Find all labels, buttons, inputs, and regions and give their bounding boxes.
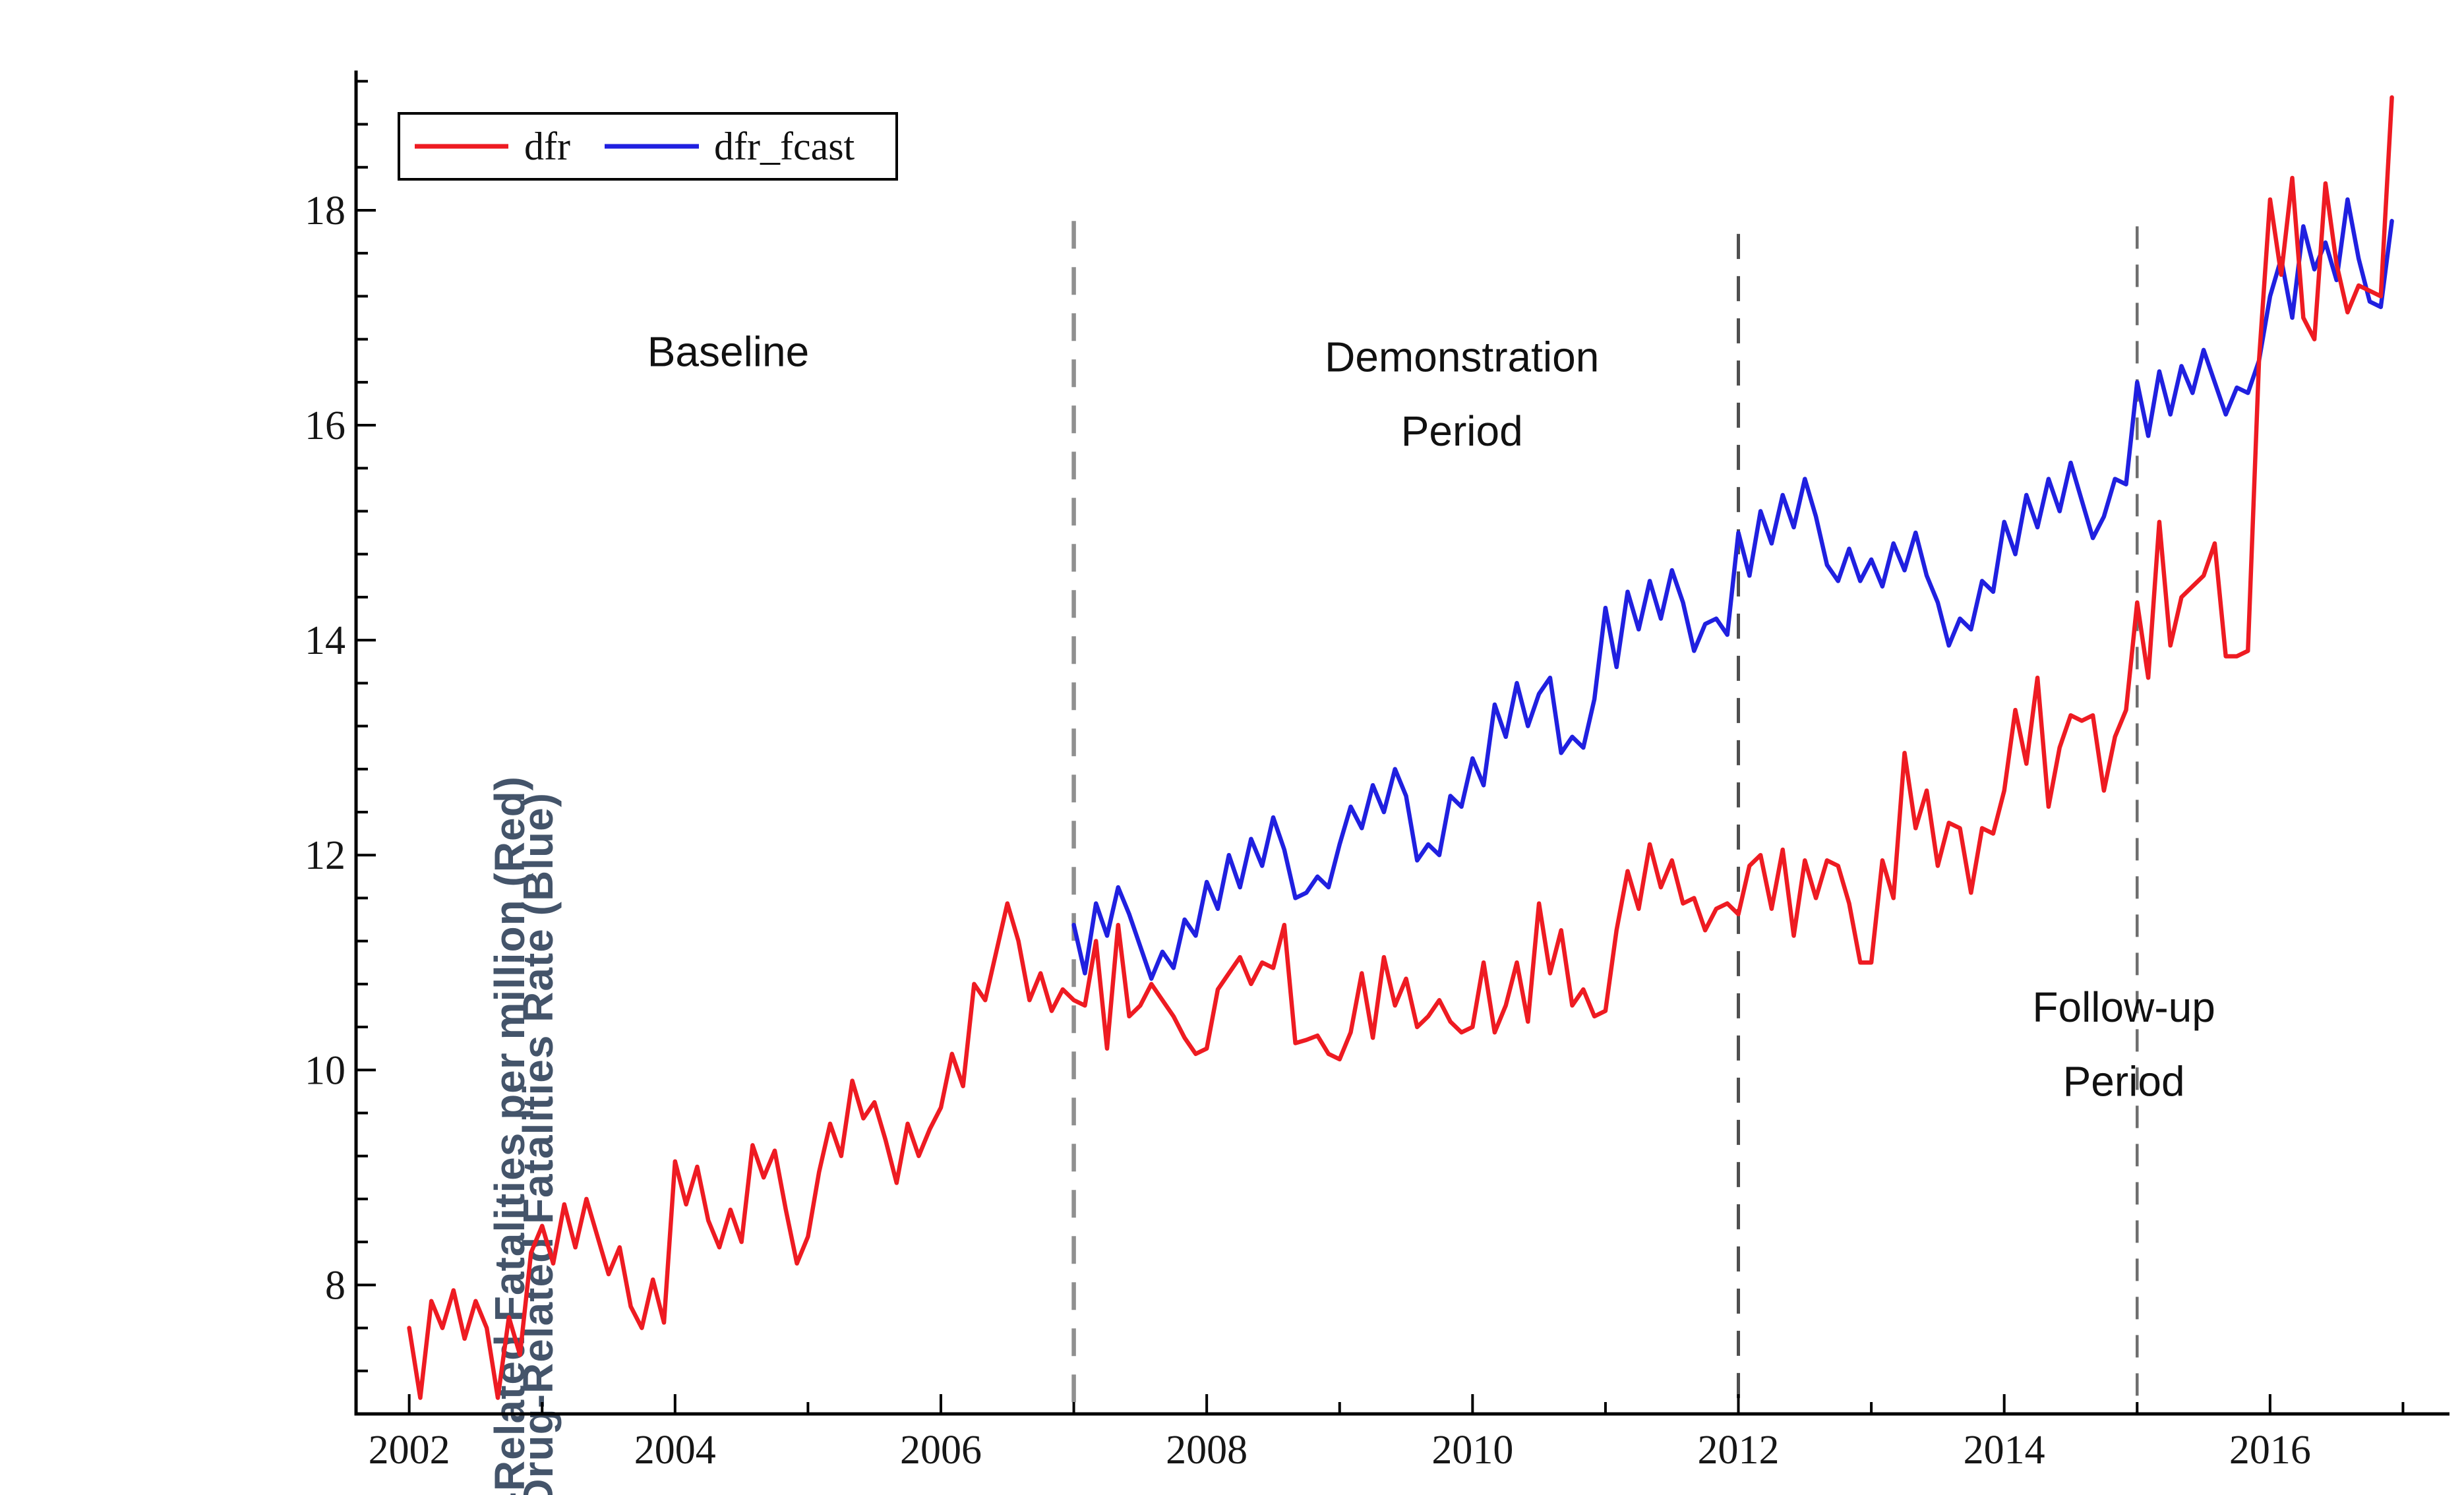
y-tick-label: 10	[305, 1048, 346, 1093]
x-tick-label: 2016	[2229, 1428, 2311, 1473]
x-tick-label: 2008	[1166, 1428, 1247, 1473]
legend: dfr dfr_fcast	[398, 112, 898, 181]
annotation-follow-up: Follow-up	[2032, 983, 2215, 1031]
x-tick-label: 2006	[900, 1428, 982, 1473]
series-dfr-line	[407, 95, 2394, 1400]
y-tick-label: 16	[305, 403, 346, 448]
y-tick-label: 8	[325, 1263, 346, 1308]
x-tick-label: 2010	[1431, 1428, 1513, 1473]
legend-label-dfr: dfr	[524, 125, 570, 168]
y-tick-label: 12	[305, 833, 346, 878]
annotation-demonstration: Demonstration	[1325, 334, 1599, 381]
annotation-period: Period	[1401, 407, 1523, 455]
annotation-baseline: Baseline	[647, 328, 810, 375]
x-tick-label: 2002	[369, 1428, 450, 1473]
series-dfr_fcast-line	[1071, 197, 2394, 981]
legend-label-dfr_fcast: dfr_fcast	[714, 125, 855, 168]
y-tick-label: 14	[305, 618, 346, 663]
x-tick-label: 2012	[1698, 1428, 1780, 1473]
annotation-period: Period	[2063, 1057, 2185, 1105]
x-tick-label: 2004	[634, 1428, 716, 1473]
y-tick-label: 18	[305, 189, 346, 233]
x-tick-label: 2014	[1964, 1428, 2045, 1473]
